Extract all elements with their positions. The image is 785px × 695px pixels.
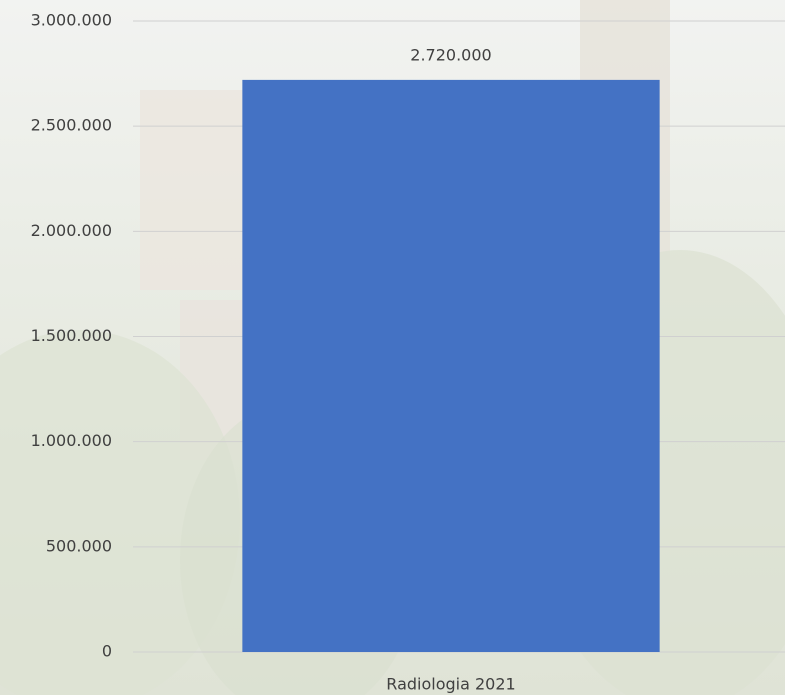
- bar: [242, 79, 660, 653]
- y-tick-label: 2.000.000: [31, 221, 112, 240]
- y-tick-label: 500.000: [46, 536, 112, 555]
- y-tick-label: 3.000.000: [31, 11, 112, 30]
- data-label: 2.720.000: [410, 45, 491, 64]
- y-tick-label: 2.500.000: [31, 116, 112, 135]
- y-tick-label: 0: [102, 642, 112, 661]
- x-tick-label: Radiologia 2021: [386, 675, 515, 694]
- y-tick-label: 1.500.000: [31, 326, 112, 345]
- y-tick-label: 1.000.000: [31, 431, 112, 450]
